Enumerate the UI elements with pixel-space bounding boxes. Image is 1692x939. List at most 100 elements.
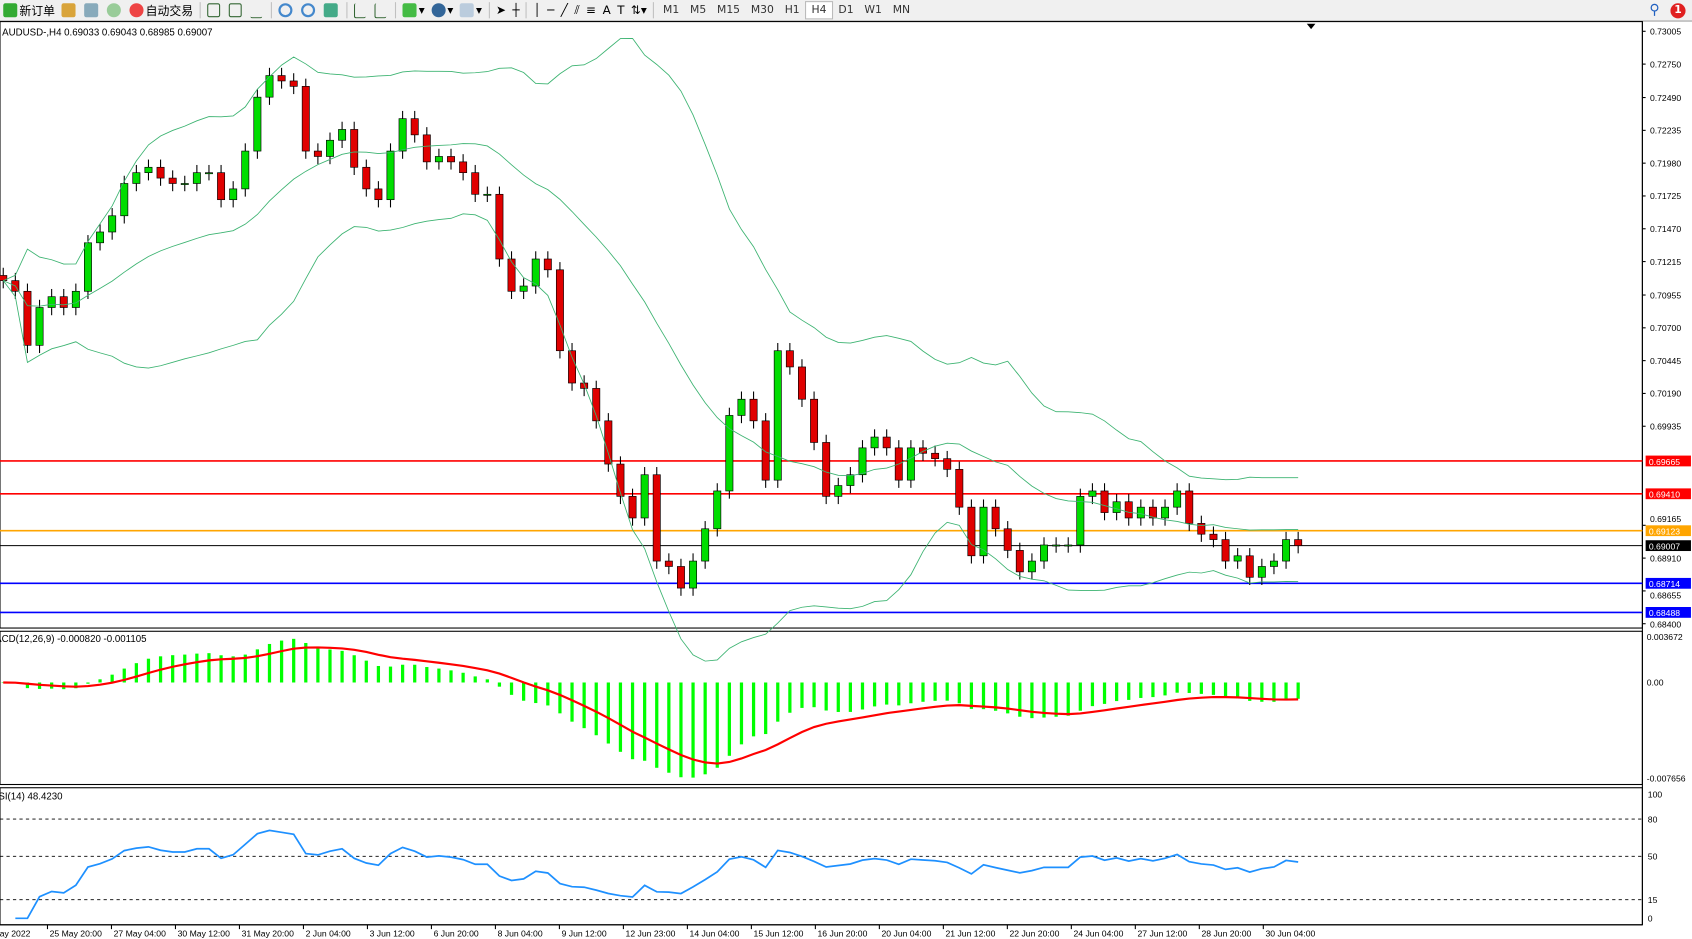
timeframe-mn[interactable]: MN <box>892 4 911 17</box>
macd-bar <box>1187 682 1191 693</box>
chart-shift-marker[interactable] <box>1306 23 1316 30</box>
rsi-tick-label: 100 <box>1648 789 1663 799</box>
candle <box>120 175 129 224</box>
terminal-button[interactable] <box>81 1 104 19</box>
history-button[interactable] <box>58 1 81 19</box>
trendline-tool[interactable]: ╱ <box>558 1 572 19</box>
notification-badge[interactable]: 1 <box>1670 2 1686 18</box>
time-label: 30 Jun 04:00 <box>1265 929 1315 939</box>
timeframe-h4[interactable]: H4 <box>805 1 834 20</box>
price-tick-label: 0.69935 <box>1650 421 1681 431</box>
time-label: 21 Jun 12:00 <box>946 929 996 939</box>
indicators-button[interactable]: ▾ <box>399 1 428 19</box>
macd-bar <box>292 638 296 683</box>
time-label: 28 Jun 20:00 <box>1201 929 1251 939</box>
macd-bar <box>836 682 840 712</box>
add-indicator-icon <box>402 3 417 18</box>
new-order-button[interactable]: 新订单 <box>0 1 58 19</box>
time-label: 31 May 20:00 <box>242 929 294 939</box>
timeframe-m5[interactable]: M5 <box>690 4 707 17</box>
template-icon <box>459 3 474 18</box>
cursor-tool[interactable]: ➤ <box>493 1 509 19</box>
timeframe-m15[interactable]: M15 <box>717 4 741 17</box>
candle <box>23 283 32 354</box>
horizontal-line-tool[interactable]: ─ <box>544 1 558 19</box>
candle <box>507 251 516 300</box>
crosshair-icon: ┼ <box>512 3 520 18</box>
timeframe-m1[interactable]: M1 <box>663 4 680 17</box>
bar-chart-button[interactable] <box>204 1 226 19</box>
zoom-in-button[interactable] <box>275 1 298 19</box>
divider <box>394 2 397 19</box>
time-label: 24 May 2022 <box>0 929 31 939</box>
macd-bar <box>776 682 780 722</box>
line-chart-button[interactable] <box>247 1 268 19</box>
text-label-tool[interactable]: T <box>614 1 628 19</box>
divider <box>346 2 348 19</box>
time-label: 30 May 12:00 <box>178 929 230 939</box>
tile-windows-button[interactable] <box>320 1 343 19</box>
candle <box>1209 526 1218 548</box>
trendline-icon: ╱ <box>560 3 568 18</box>
candle <box>1052 537 1061 553</box>
timeframe-m30[interactable]: M30 <box>750 4 774 17</box>
macd-bar <box>546 682 550 706</box>
search-icon[interactable]: ⚲ <box>1649 2 1660 19</box>
macd-bar <box>497 682 502 687</box>
candle <box>1112 494 1121 521</box>
macd-bar <box>134 663 138 683</box>
timeframe-bar: M1 M5 M15 M30 H1 H4 D1 W1 MN <box>658 1 916 20</box>
macd-bar <box>146 658 151 683</box>
crosshair-tool[interactable]: ┼ <box>509 1 523 19</box>
candle <box>906 440 915 488</box>
timeframe-h1[interactable]: H1 <box>784 4 800 17</box>
candle <box>1100 483 1109 521</box>
arrows-tool[interactable]: ⇅▾ <box>628 1 650 19</box>
candle <box>640 467 649 526</box>
zoom-out-button[interactable] <box>298 1 321 19</box>
autoscroll-button[interactable] <box>371 1 392 19</box>
macd-bar <box>921 682 925 702</box>
candle <box>580 375 589 397</box>
channel-icon: ⫽ <box>574 2 580 17</box>
candle <box>422 127 431 170</box>
vertical-line-icon: │ <box>533 3 541 18</box>
time-label: 3 Jun 12:00 <box>370 929 415 939</box>
auto-trading-button[interactable]: 自动交易 <box>126 1 196 19</box>
candle <box>955 461 964 515</box>
macd-bar <box>1018 682 1022 717</box>
fibonacci-tool[interactable]: ≡ <box>583 1 599 19</box>
macd-bar <box>1078 682 1082 711</box>
templates-button[interactable]: ▾ <box>457 1 486 19</box>
candle <box>217 164 226 208</box>
macd-signal-line <box>3 646 1299 765</box>
macd-bar <box>255 649 259 683</box>
channel-tool[interactable]: ⫽ <box>571 1 583 19</box>
candle <box>313 143 322 165</box>
level-price-label: 0.69665 <box>1649 457 1680 467</box>
level-price-label: 0.68714 <box>1649 579 1680 589</box>
price-tick-label: 0.73005 <box>1650 27 1681 37</box>
text-tool[interactable]: A <box>599 1 614 19</box>
chart-shift-button[interactable] <box>351 1 372 19</box>
candle <box>1064 537 1073 553</box>
vertical-line-tool[interactable]: │ <box>530 1 544 19</box>
macd-bar <box>219 655 223 683</box>
timeframe-d1[interactable]: D1 <box>838 4 854 17</box>
macd-bar <box>824 682 828 711</box>
candle <box>1148 499 1157 526</box>
signals-button[interactable] <box>104 1 127 19</box>
divider <box>199 2 201 19</box>
macd-bar <box>848 682 852 712</box>
candle-chart-button[interactable] <box>226 1 248 19</box>
candle <box>555 262 564 359</box>
macd-bar <box>388 666 393 683</box>
timeframe-w1[interactable]: W1 <box>864 4 882 17</box>
macd-bar <box>522 682 526 701</box>
macd-bar <box>437 668 441 683</box>
macd-bar <box>957 682 961 704</box>
periods-button[interactable]: ▾ <box>428 1 457 19</box>
candlestick-icon <box>228 3 242 18</box>
